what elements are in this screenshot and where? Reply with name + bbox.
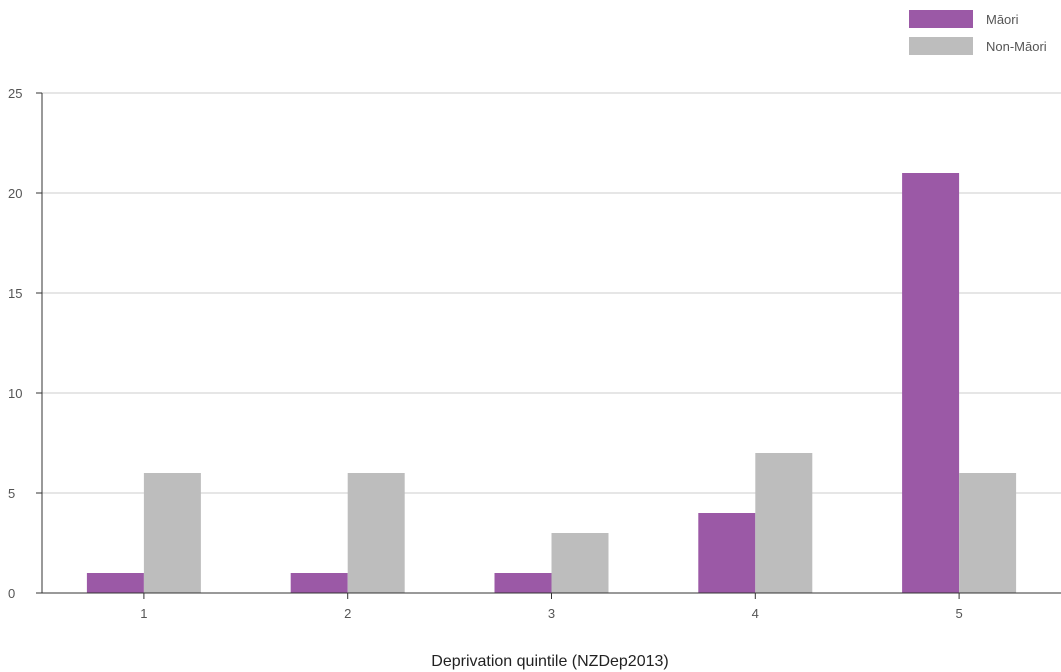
x-tick-label: 3 [548, 606, 555, 621]
y-axis-ticks: 0 5 10 15 20 25 [8, 86, 42, 601]
y-tick-label: 20 [8, 186, 22, 201]
bar-non-maori-quintile-2 [347, 473, 405, 593]
bar-maori-quintile-4 [698, 513, 756, 593]
legend-swatch [909, 10, 973, 28]
bar-maori-quintile-5 [902, 173, 960, 593]
gridlines [42, 92, 1061, 494]
x-tick-label: 1 [140, 606, 147, 621]
x-tick-label: 2 [344, 606, 351, 621]
legend-label: Non-Māori [986, 39, 1047, 54]
y-tick-label: 5 [8, 486, 15, 501]
legend: Māori Non-Māori [909, 10, 1047, 55]
bar-maori-quintile-1 [86, 573, 144, 593]
bar-non-maori-quintile-3 [551, 533, 609, 593]
bar-non-maori-quintile-1 [143, 473, 201, 593]
bar-maori-quintile-3 [494, 573, 552, 593]
x-tick-label: 5 [955, 606, 962, 621]
legend-label: Māori [986, 12, 1019, 27]
bar-non-maori-quintile-5 [959, 473, 1017, 593]
legend-swatch [909, 37, 973, 55]
y-tick-label: 15 [8, 286, 22, 301]
bar-non-maori-quintile-4 [755, 453, 813, 593]
y-tick-label: 0 [8, 586, 15, 601]
x-axis-ticks: 1 2 3 4 5 [140, 593, 963, 621]
x-axis-title: Deprivation quintile (NZDep2013) [431, 653, 668, 670]
bar-maori-quintile-2 [290, 573, 348, 593]
y-tick-label: 10 [8, 386, 22, 401]
bars [86, 173, 1017, 593]
y-tick-label: 25 [8, 86, 22, 101]
x-tick-label: 4 [752, 606, 759, 621]
